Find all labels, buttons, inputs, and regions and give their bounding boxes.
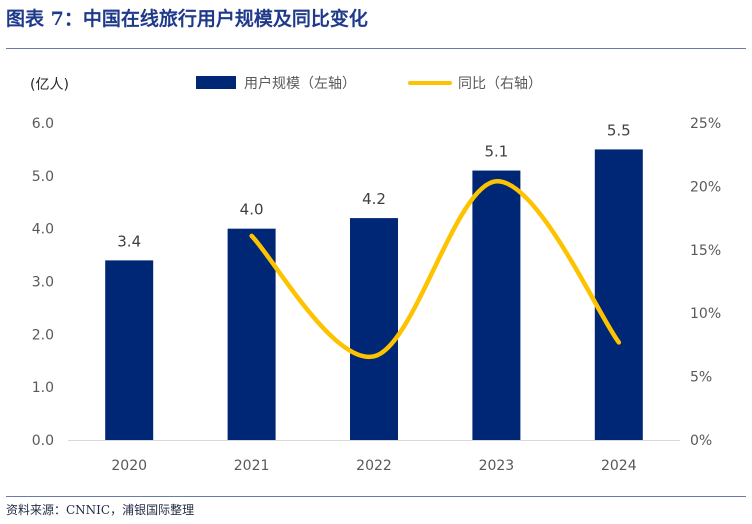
yoy-line [249, 179, 622, 359]
left-tick-label: 6.0 [32, 116, 54, 132]
data-label-2022: 4.2 [362, 190, 386, 208]
source-rule [6, 496, 746, 497]
x-tick-label: 2024 [601, 458, 637, 474]
x-tick-label: 2021 [234, 458, 270, 474]
bar-2021 [227, 228, 276, 440]
left-tick-label: 0.0 [32, 433, 54, 449]
data-label-2023: 5.1 [484, 143, 508, 161]
data-label-2020: 3.4 [117, 232, 141, 250]
figure-title: 图表 7：中国在线旅行用户规模及同比变化 [6, 8, 368, 30]
left-tick-label: 4.0 [32, 222, 54, 238]
right-tick-label: 20% [690, 179, 721, 195]
right-tick-label: 25% [690, 116, 721, 132]
legend-bar-label: 用户规模（左轴） [244, 75, 356, 92]
right-tick-label: 10% [690, 306, 721, 322]
legend-line-label: 同比（右轴） [458, 76, 542, 92]
left-tick-label: 5.0 [32, 169, 54, 185]
chart: (亿人) 用户规模（左轴） 同比（右轴） 0.0 1.0 2.0 3.0 4.0 5.0 6.0 0… [30, 75, 721, 474]
left-tick-label: 1.0 [32, 380, 54, 396]
x-tick-label: 2022 [356, 458, 392, 474]
unit-label: (亿人) [30, 77, 69, 93]
bar-2020 [105, 260, 154, 440]
right-tick-label: 5% [690, 370, 712, 386]
left-tick-label: 2.0 [32, 327, 54, 343]
bar-2023 [472, 170, 521, 441]
bar-2022 [350, 218, 398, 440]
right-tick-label: 15% [690, 243, 721, 259]
title-rule [6, 48, 746, 49]
bar-2024 [594, 149, 643, 440]
x-tick-label: 2020 [111, 458, 147, 474]
right-tick-label: 0% [690, 433, 712, 449]
data-label-2021: 4.0 [240, 201, 264, 219]
left-tick-label: 3.0 [32, 275, 54, 291]
data-label-2024: 5.5 [607, 121, 631, 139]
legend-bar-swatch [196, 76, 236, 89]
source-note: 资料来源：CNNIC，浦银国际整理 [6, 503, 195, 517]
x-tick-label: 2023 [479, 458, 515, 474]
